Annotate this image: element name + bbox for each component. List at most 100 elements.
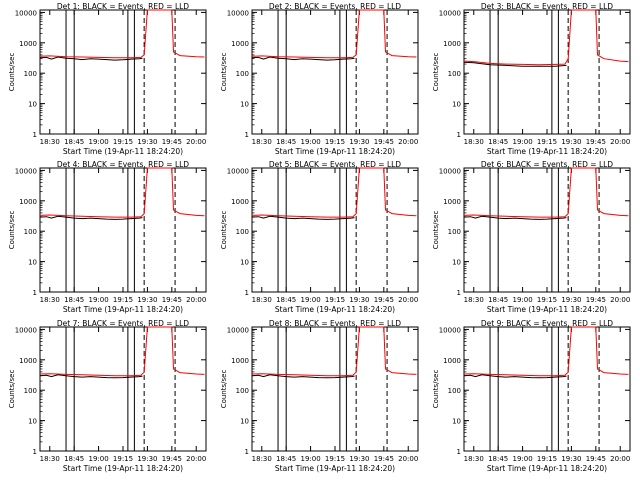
x-tick-label: 18:45	[276, 138, 296, 146]
y-tick-label: 100	[236, 228, 249, 236]
y-tick-label: 1000	[19, 40, 37, 48]
x-tick-label: 18:30	[252, 296, 272, 304]
y-tick-label: 10	[240, 101, 249, 109]
y-tick-label: 10000	[439, 167, 461, 175]
x-tick-label: 19:15	[325, 138, 345, 146]
x-tick-label: 19:30	[349, 455, 369, 463]
x-axis-label: Start Time (19-Apr-11 18:24:20)	[275, 305, 395, 314]
y-tick-label: 100	[24, 228, 37, 236]
series-line-events	[39, 215, 143, 220]
y-tick-label: 1000	[231, 40, 249, 48]
panel-title: Det 9: BLACK = Events, RED = LLD	[481, 319, 613, 328]
x-tick-label: 19:00	[88, 455, 108, 463]
y-tick-label: 100	[448, 387, 461, 395]
x-tick-label: 20:00	[610, 138, 630, 146]
series-line-lld	[251, 167, 417, 218]
x-tick-label: 19:00	[512, 138, 532, 146]
panel-title: Det 2: BLACK = Events, RED = LLD	[269, 2, 401, 11]
x-tick-label: 18:45	[64, 138, 84, 146]
x-tick-label: 20:00	[610, 455, 630, 463]
y-tick-label: 10	[452, 259, 461, 267]
y-tick-label: 10	[28, 418, 37, 426]
plot-frame	[39, 167, 207, 293]
panel-det-1: 1 10 100 1000 10000 18:30 18:45 19:00 19:15 19:30…	[8, 2, 207, 156]
x-tick-label: 19:00	[512, 455, 532, 463]
x-tick-label: 19:15	[113, 138, 133, 146]
y-tick-label: 1000	[19, 198, 37, 206]
x-tick-label: 20:00	[186, 455, 206, 463]
plot-frame	[251, 167, 419, 293]
x-tick-label: 19:30	[349, 296, 369, 304]
panel-title: Det 3: BLACK = Events, RED = LLD	[481, 2, 613, 11]
y-tick-label: 1	[245, 448, 249, 456]
x-tick-label: 18:30	[252, 138, 272, 146]
y-tick-label: 100	[24, 387, 37, 395]
y-tick-label: 10000	[15, 326, 37, 334]
plot-frame	[463, 9, 631, 135]
x-axis-label: Start Time (19-Apr-11 18:24:20)	[487, 147, 607, 156]
x-tick-label: 19:15	[325, 455, 345, 463]
x-tick-label: 19:00	[300, 455, 320, 463]
y-tick-label: 10	[452, 101, 461, 109]
x-tick-label: 19:00	[512, 296, 532, 304]
y-axis-label: Counts/sec	[432, 53, 440, 92]
y-axis-label: Counts/sec	[8, 53, 16, 92]
plot-frame	[463, 326, 631, 452]
panel-title: Det 7: BLACK = Events, RED = LLD	[57, 319, 189, 328]
series-line-lld	[463, 326, 629, 377]
plot-frame	[39, 326, 207, 452]
y-axis-label: Counts/sec	[220, 211, 228, 250]
y-tick-label: 1	[33, 448, 37, 456]
x-tick-label: 20:00	[398, 455, 418, 463]
y-tick-label: 100	[24, 70, 37, 78]
panel-det-4: 1 10 100 1000 10000 18:30 18:45 19:00 19:15 19:30…	[8, 160, 207, 314]
plot-frame	[463, 167, 631, 293]
panel-det-2: 1 10 100 1000 10000 18:30 18:45 19:00 19:15 19:30…	[220, 2, 419, 156]
y-tick-label: 1	[245, 131, 249, 139]
y-axis-label: Counts/sec	[220, 53, 228, 92]
x-tick-label: 19:15	[113, 455, 133, 463]
series-line-lld	[463, 9, 629, 66]
series-line-lld	[39, 326, 205, 377]
series-line-lld	[251, 326, 417, 377]
x-tick-label: 19:15	[113, 296, 133, 304]
series-line-lld	[39, 167, 205, 218]
y-tick-label: 1	[457, 131, 461, 139]
y-tick-label: 10	[240, 418, 249, 426]
x-tick-label: 20:00	[610, 296, 630, 304]
y-tick-label: 1	[33, 289, 37, 297]
x-tick-label: 19:45	[586, 296, 606, 304]
x-tick-label: 19:45	[162, 455, 182, 463]
plot-frame	[251, 326, 419, 452]
x-tick-label: 19:15	[537, 455, 557, 463]
x-tick-label: 18:45	[488, 455, 508, 463]
x-tick-label: 19:15	[325, 296, 345, 304]
x-tick-label: 18:30	[464, 138, 484, 146]
y-tick-label: 100	[448, 70, 461, 78]
y-tick-label: 1000	[231, 198, 249, 206]
series-line-lld	[251, 9, 417, 59]
x-tick-label: 20:00	[186, 138, 206, 146]
x-tick-label: 19:15	[537, 296, 557, 304]
y-axis-label: Counts/sec	[8, 370, 16, 409]
x-axis-label: Start Time (19-Apr-11 18:24:20)	[487, 305, 607, 314]
plot-frame	[39, 9, 207, 135]
y-tick-label: 1	[33, 131, 37, 139]
x-tick-label: 19:00	[88, 138, 108, 146]
x-tick-label: 19:30	[561, 455, 581, 463]
x-axis-label: Start Time (19-Apr-11 18:24:20)	[487, 464, 607, 473]
x-tick-label: 18:30	[252, 455, 272, 463]
x-tick-label: 19:45	[374, 455, 394, 463]
panel-det-9: 1 10 100 1000 10000 18:30 18:45 19:00 19:15 19:30…	[432, 319, 631, 473]
series-line-events	[251, 374, 355, 379]
panel-det-6: 1 10 100 1000 10000 18:30 18:45 19:00 19:15 19:30…	[432, 160, 631, 314]
series-line-events	[39, 56, 143, 61]
x-tick-label: 18:30	[40, 455, 60, 463]
y-tick-label: 10	[240, 259, 249, 267]
panel-det-5: 1 10 100 1000 10000 18:30 18:45 19:00 19:15 19:30…	[220, 160, 419, 314]
y-tick-label: 1000	[443, 40, 461, 48]
y-tick-label: 1000	[443, 198, 461, 206]
series-line-lld	[39, 9, 205, 59]
panel-det-8: 1 10 100 1000 10000 18:30 18:45 19:00 19:15 19:30…	[220, 319, 419, 473]
